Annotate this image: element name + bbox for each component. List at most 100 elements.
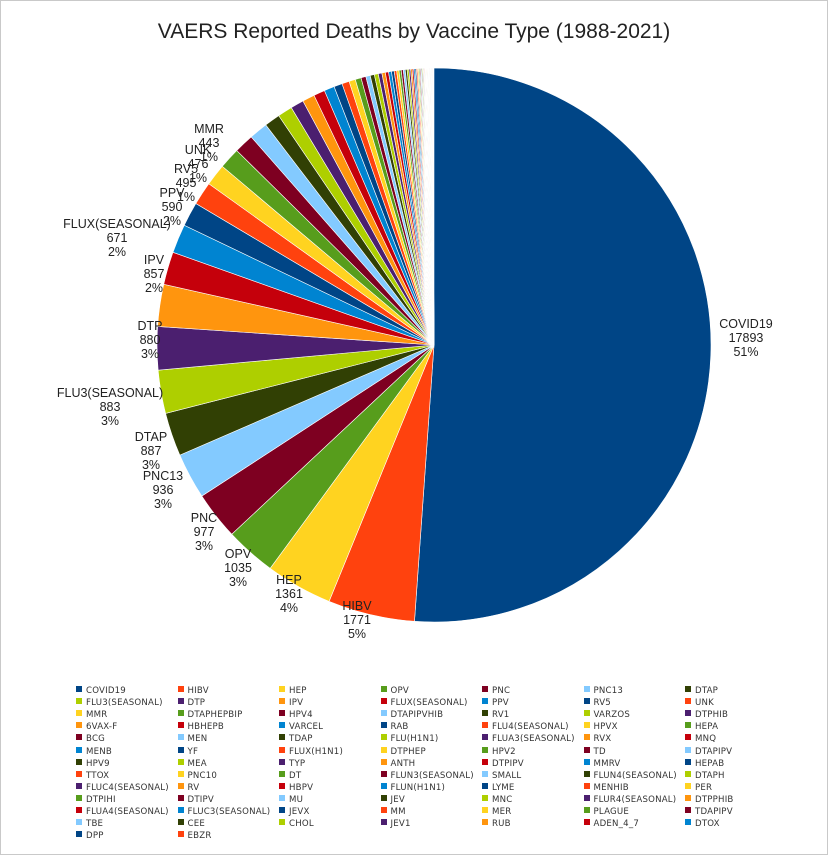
legend-item-hepab: HEPAB: [685, 758, 724, 771]
legend-label: DTAPIPVHIB: [390, 710, 444, 721]
legend-item-ipv: IPV: [279, 698, 303, 710]
legend-swatch: [177, 698, 184, 705]
legend-item-varzos: VARZOS: [583, 710, 631, 722]
legend-swatch: [583, 758, 590, 765]
legend-swatch: [177, 807, 184, 813]
legend-item-hpv2: HPV2: [482, 746, 516, 759]
legend-swatch: [685, 698, 691, 705]
legend-swatch: [482, 710, 488, 717]
legend-label: FLUN3(SEASONAL): [390, 770, 474, 781]
legend-item-flun4-seasonal-: FLUN4(SEASONAL): [583, 770, 677, 783]
legend-label: FLUX(SEASONAL): [390, 698, 468, 709]
pie-slice-covid19: [414, 67, 712, 623]
legend-item-flu3-seasonal-: FLU3(SEASONAL): [76, 698, 163, 710]
legend-swatch: [482, 807, 488, 813]
legend-label: HIBV: [187, 686, 209, 696]
legend-swatch: [177, 758, 184, 765]
legend-swatch: [583, 807, 590, 813]
legend-item-rv5: RV5: [583, 698, 611, 710]
legend-item-covid19: COVID19: [76, 686, 126, 698]
legend-swatch: [380, 807, 387, 813]
legend-swatch: [583, 686, 590, 692]
slice-label-flux-seasonal-: FLUX(SEASONAL) 671 2%: [63, 217, 171, 259]
legend-swatch: [685, 746, 691, 753]
legend-swatch: [76, 734, 82, 741]
legend-label: MEN: [187, 734, 208, 745]
legend-label: DTP: [187, 698, 206, 709]
legend-label: FLUA4(SEASONAL): [86, 807, 169, 817]
legend-item-menb: MENB: [76, 746, 112, 759]
legend-label: DT: [289, 770, 302, 781]
legend-item-dtap: DTAP: [685, 686, 718, 698]
slice-label-opv: OPV 1035 3%: [224, 547, 252, 589]
legend-label: BCG: [86, 734, 106, 745]
legend-swatch: [482, 734, 488, 741]
legend-item-dpp: DPP: [76, 831, 104, 843]
legend-label: PER: [695, 782, 713, 793]
legend-swatch: [685, 710, 691, 717]
legend-item-rub: RUB: [482, 819, 511, 831]
legend-swatch: [177, 686, 184, 692]
legend-label: JEV1: [390, 819, 411, 830]
legend-swatch: [76, 831, 82, 838]
legend-item-jevx: JEVX: [279, 807, 310, 819]
legend-label: OPV: [390, 686, 409, 696]
legend-label: FLUA3(SEASONAL): [492, 734, 575, 745]
legend-swatch: [685, 686, 691, 692]
legend-item-hpv9: HPV9: [76, 758, 110, 771]
legend-label: DTAPH: [695, 770, 725, 781]
legend-label: MM: [390, 807, 406, 817]
legend-label: SMALL: [492, 770, 522, 781]
legend-label: MENB: [86, 746, 112, 757]
legend-item-yf: YF: [177, 746, 199, 759]
legend-item-plague: PLAGUE: [583, 807, 629, 819]
legend-item-dtipv: DTIPV: [177, 794, 214, 807]
legend-swatch: [583, 722, 590, 729]
legend-label: PNC: [492, 686, 511, 696]
legend-label: RUB: [492, 819, 511, 830]
legend-label: TDAP: [289, 734, 313, 745]
legend-swatch: [177, 819, 184, 826]
legend-swatch: [177, 831, 184, 838]
legend-swatch: [76, 746, 82, 753]
legend-swatch: [482, 686, 488, 692]
legend-swatch: [482, 819, 488, 826]
legend-swatch: [685, 758, 691, 765]
legend-swatch: [279, 722, 285, 729]
legend-label: YF: [187, 746, 199, 757]
legend-label: HEP: [289, 686, 307, 696]
legend-label: VARZOS: [593, 710, 630, 721]
legend-item-flur4-seasonal-: FLUR4(SEASONAL): [583, 794, 677, 807]
legend-item-ebzr: EBZR: [177, 831, 212, 843]
slice-label-flu3-seasonal-: FLU3(SEASONAL) 883 3%: [57, 386, 163, 428]
slice-label-dtp: DTP 880 3%: [138, 319, 163, 361]
legend-label: TDAPIPV: [695, 807, 733, 817]
legend-swatch: [482, 770, 488, 777]
legend-swatch: [583, 794, 590, 801]
legend-item-mmr: MMR: [76, 710, 107, 722]
legend-label: HPV2: [492, 746, 516, 757]
legend-label: VARCEL: [289, 722, 324, 733]
legend-swatch: [76, 770, 82, 777]
legend-swatch: [76, 710, 82, 717]
legend-item-mnc: MNC: [482, 794, 512, 807]
legend-item-ppv: PPV: [482, 698, 509, 710]
legend-label: DTPPHIB: [695, 794, 734, 805]
legend-item-rv1: RV1: [482, 710, 509, 722]
legend-swatch: [380, 746, 387, 753]
legend-item-cee: CEE: [177, 819, 205, 831]
slice-label-rv5: RV5 495 1%: [174, 162, 198, 204]
legend-item-per: PER: [685, 782, 713, 795]
legend-swatch: [685, 807, 691, 813]
legend-label: FLUR4(SEASONAL): [593, 794, 677, 805]
legend-swatch: [685, 734, 691, 741]
legend-swatch: [279, 758, 285, 765]
legend-label: PNC13: [593, 686, 624, 696]
legend-swatch: [279, 770, 285, 777]
legend-swatch: [380, 758, 387, 765]
legend-item-pnc: PNC: [482, 686, 510, 698]
legend-item-rvx: RVX: [583, 734, 612, 746]
legend-label: FLUN(H1N1): [390, 782, 446, 793]
legend-label: DTPIPV: [492, 758, 524, 769]
legend-label: RV: [187, 782, 200, 793]
